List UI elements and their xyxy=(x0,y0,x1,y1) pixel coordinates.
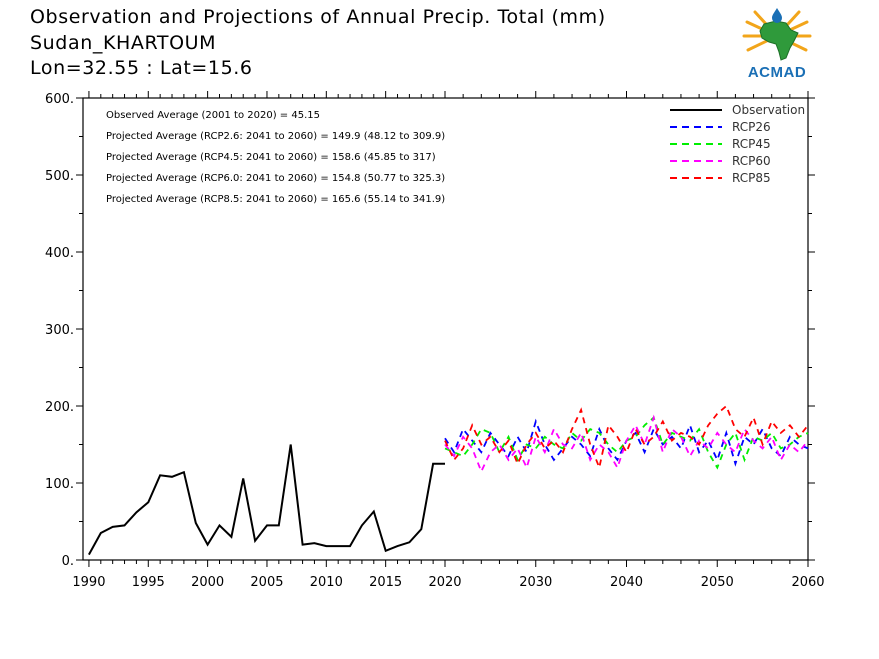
series-line-observation xyxy=(88,444,445,556)
x-tick-label: 2010 xyxy=(310,575,343,590)
annotation-line: Projected Average (RCP2.6: 2041 to 2060)… xyxy=(106,131,445,142)
series-line-rcp85 xyxy=(444,404,809,471)
plot-frame xyxy=(82,97,809,561)
x-tick-label: 1995 xyxy=(132,575,165,590)
x-tick-label: 2020 xyxy=(428,575,461,590)
y-tick-label: 200. xyxy=(45,400,74,415)
logo-text: ACMAD xyxy=(747,64,807,81)
x-tick-label: 2005 xyxy=(250,575,283,590)
x-tick-label: 2060 xyxy=(791,575,824,590)
x-tick-label: 2030 xyxy=(519,575,552,590)
legend-label: RCP85 xyxy=(732,171,771,185)
legend-label: RCP60 xyxy=(732,154,771,168)
location-label: Sudan_KHARTOUM xyxy=(30,32,217,54)
y-tick-label: 500. xyxy=(45,169,74,184)
annotation-line: Projected Average (RCP8.5: 2041 to 2060)… xyxy=(106,194,445,205)
legend-label: RCP26 xyxy=(732,120,771,134)
legend-label: Observation xyxy=(732,103,805,117)
annotation-line: Projected Average (RCP6.0: 2041 to 2060)… xyxy=(106,173,445,184)
legend-label: RCP45 xyxy=(732,137,771,151)
x-tick-label: 1990 xyxy=(72,575,105,590)
acmad-logo: ACMAD xyxy=(736,6,818,84)
coords-label: Lon=32.55 : Lat=15.6 xyxy=(30,57,253,79)
x-tick-label: 2015 xyxy=(369,575,402,590)
y-tick-label: 400. xyxy=(45,246,74,261)
x-tick-label: 2050 xyxy=(701,575,734,590)
chart-title: Observation and Projections of Annual Pr… xyxy=(30,6,606,28)
africa-map-icon xyxy=(742,8,812,61)
y-tick-label: 100. xyxy=(45,477,74,492)
y-tick-label: 600. xyxy=(45,92,74,107)
x-tick-label: 2040 xyxy=(610,575,643,590)
series-line-rcp60 xyxy=(444,414,809,474)
annotation-line: Observed Average (2001 to 2020) = 45.15 xyxy=(106,110,320,121)
annotation-line: Projected Average (RCP4.5: 2041 to 2060)… xyxy=(106,152,436,163)
y-tick-label: 300. xyxy=(45,323,74,338)
x-tick-label: 2000 xyxy=(191,575,224,590)
y-tick-label: 0. xyxy=(62,554,74,569)
